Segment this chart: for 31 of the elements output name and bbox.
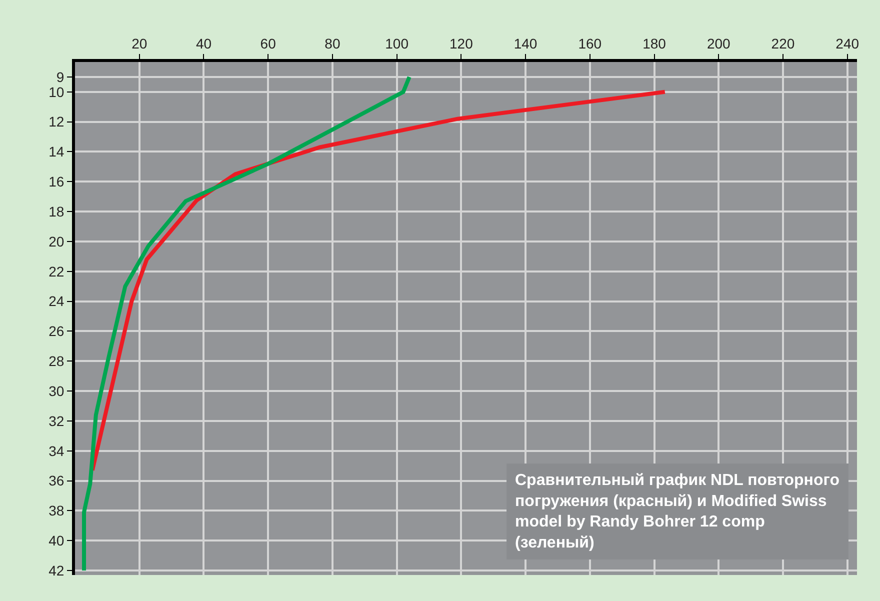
x-tick-label: 120 — [449, 35, 474, 52]
y-tick-label: 22 — [48, 263, 64, 280]
y-tick-label: 32 — [48, 412, 64, 429]
y-tick-label: 38 — [48, 502, 64, 519]
x-tick-label: 40 — [196, 35, 212, 52]
x-tick-label: 180 — [642, 35, 666, 52]
y-tick-label: 10 — [48, 84, 64, 100]
y-tick-label: 24 — [48, 293, 64, 310]
x-tick-label: 240 — [836, 35, 860, 52]
y-tick-label: 34 — [48, 442, 64, 459]
x-tick-label: 200 — [706, 35, 731, 52]
x-tick-label: 100 — [385, 35, 409, 52]
x-tick-label: 220 — [771, 35, 795, 52]
y-tick-label: 9 — [56, 68, 64, 85]
y-tick-label: 12 — [48, 114, 64, 130]
y-tick-label: 16 — [48, 174, 64, 190]
x-tick-label: 160 — [578, 35, 602, 52]
annotation: Сравнительный график NDL повторного погружения (красный) и Modified Swiss model by Randy Bohrer 12 comp (зеленый) — [515, 472, 840, 552]
y-tick-label: 36 — [48, 472, 64, 489]
y-tick-label: 42 — [48, 562, 64, 578]
x-tick-label: 80 — [324, 35, 340, 52]
y-tick-label: 20 — [48, 233, 64, 250]
y-tick-label: 14 — [48, 144, 64, 160]
y-tick-label: 30 — [48, 382, 64, 399]
y-tick-label: 28 — [48, 353, 64, 370]
y-tick-label: 40 — [48, 532, 64, 548]
x-tick-label: 60 — [260, 35, 276, 52]
x-tick-label: 20 — [132, 35, 148, 52]
y-tick-label: 26 — [48, 323, 64, 340]
y-tick-label: 18 — [48, 203, 64, 220]
x-tick-label: 140 — [514, 35, 538, 52]
